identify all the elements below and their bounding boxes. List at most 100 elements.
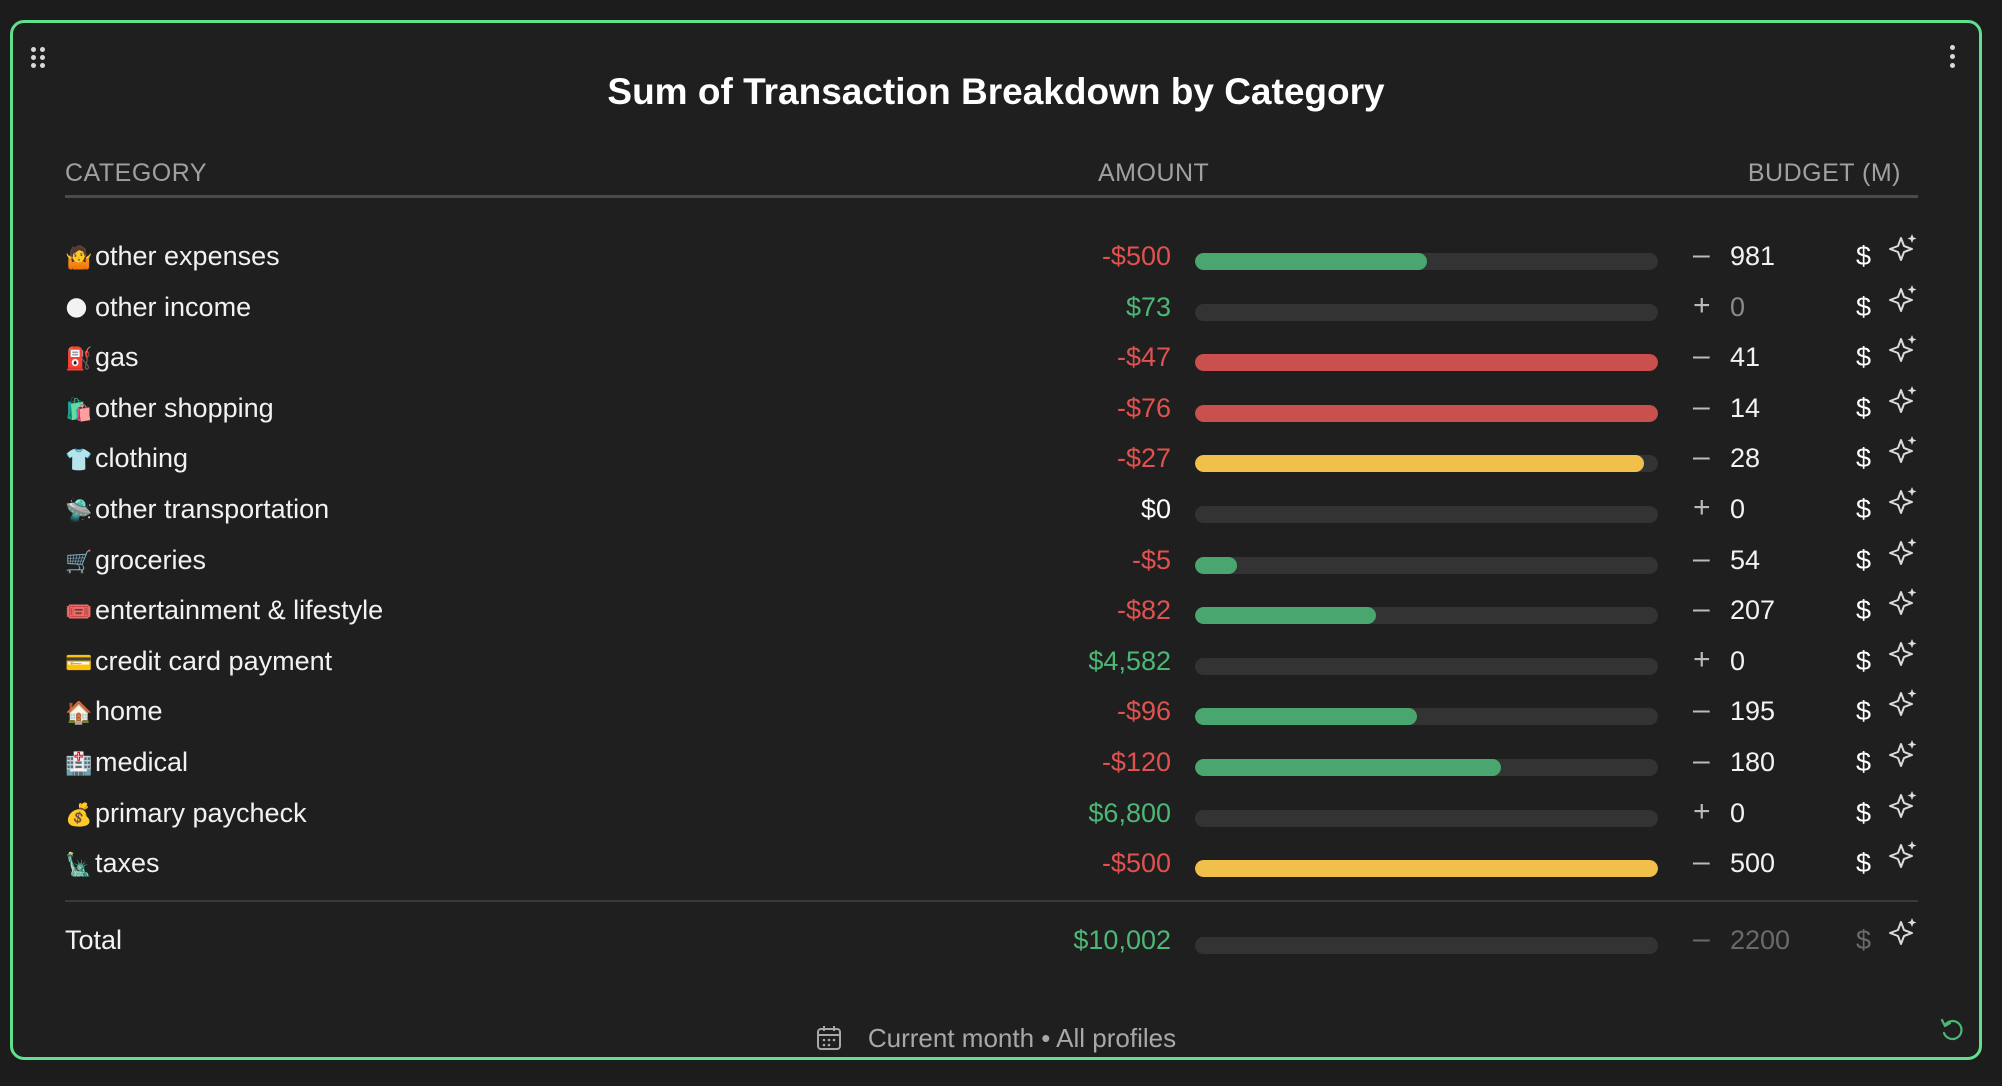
house-emoji-icon: 🏠 (65, 700, 93, 726)
table-row[interactable]: 🤷other expenses -$500 –981 $ (13, 234, 1979, 284)
budget-sign[interactable]: + (1693, 288, 1711, 322)
category-name: other shopping (95, 392, 274, 423)
category-label[interactable]: 👕clothing (65, 443, 188, 474)
budget-value[interactable]: 981 (1730, 241, 1776, 271)
category-label[interactable]: 🏠home (65, 696, 163, 727)
sparkle-icon[interactable] (1886, 536, 1920, 570)
category-label[interactable]: 🛍️other shopping (65, 393, 274, 424)
category-name: taxes (95, 848, 160, 879)
budget-value[interactable]: 180 (1730, 747, 1776, 777)
total-currency: $ (1856, 925, 1872, 955)
sparkle-icon[interactable] (1886, 687, 1920, 721)
category-label[interactable]: 🎟️entertainment & lifestyle (65, 595, 383, 626)
budget-value[interactable]: 0 (1730, 645, 1746, 676)
budget-sign[interactable]: – (1693, 541, 1710, 575)
column-header-budget[interactable]: BUDGET (M) (1747, 159, 1901, 187)
budget-value[interactable]: 0 (1730, 797, 1746, 828)
currency-symbol: $ (1856, 797, 1872, 828)
budget-sign[interactable]: – (1693, 693, 1710, 727)
sparkle-icon[interactable] (1886, 333, 1920, 367)
table-row[interactable]: 🗽taxes -$500 –500 $ (13, 841, 1979, 891)
header-divider (65, 195, 1918, 198)
progress-fill (1195, 607, 1376, 625)
currency-symbol: $ (1856, 392, 1872, 423)
budget-sign[interactable]: + (1693, 491, 1711, 524)
refresh-icon[interactable] (1939, 1017, 1965, 1043)
category-label[interactable]: 💳credit card payment (65, 646, 332, 677)
budget-value[interactable]: 0 (1730, 494, 1746, 524)
table-row[interactable]: 🌑 other income $73 +0 $ (13, 283, 1979, 335)
category-label[interactable]: 🤷other expenses (65, 241, 280, 272)
budget-value[interactable]: 28 (1730, 443, 1761, 474)
progress-fill (1195, 556, 1237, 574)
budget-sign[interactable]: – (1693, 592, 1710, 626)
budget-sign[interactable]: – (1693, 238, 1710, 271)
budget-value[interactable]: 500 (1730, 848, 1776, 879)
category-name: home (95, 696, 163, 727)
sparkle-icon[interactable] (1886, 839, 1920, 873)
currency-symbol: $ (1856, 342, 1872, 373)
sparkle-icon[interactable] (1886, 789, 1920, 823)
table-row[interactable]: 🛒groceries -$5 –54 $ (13, 536, 1979, 588)
total-progress-bar (1195, 937, 1658, 954)
table-row[interactable]: 🛸other transportation $0 +0 $ (13, 487, 1979, 537)
budget-sign[interactable]: – (1693, 389, 1710, 423)
currency-symbol: $ (1856, 645, 1872, 676)
category-label[interactable]: 🛸other transportation (65, 494, 329, 525)
category-label[interactable]: ⛽gas (65, 342, 139, 373)
category-label[interactable]: 🏥medical (65, 747, 188, 778)
amount-value: -$47 (1116, 342, 1171, 373)
total-budget: 2200 (1730, 925, 1791, 955)
amount-value: -$82 (1116, 595, 1171, 626)
sparkle-icon[interactable] (1886, 738, 1920, 772)
table-row[interactable]: 🏠home -$96 –195 $ (13, 689, 1979, 739)
budget-progress-bar (1195, 860, 1658, 878)
table-row[interactable]: 🏥medical -$120 –180 $ (13, 740, 1979, 790)
sparkle-icon[interactable] (1886, 232, 1920, 266)
budget-value[interactable]: 207 (1730, 595, 1776, 626)
table-row[interactable]: ⛽gas -$47 –41 $ (13, 335, 1979, 385)
category-label[interactable]: 🌑 other income (65, 292, 251, 323)
budget-sign[interactable]: + (1693, 642, 1711, 676)
budget-progress-bar (1195, 404, 1658, 422)
budget-value[interactable]: 41 (1730, 342, 1761, 373)
category-label[interactable]: 🗽taxes (65, 848, 160, 879)
budget-sign[interactable]: – (1693, 744, 1710, 777)
total-row: Total $10,002 – 2200 $ (13, 918, 1979, 968)
table-row[interactable]: 💳credit card payment $4,582 +0 $ (13, 637, 1979, 689)
currency-symbol: $ (1856, 848, 1872, 879)
budget-value[interactable]: 0 (1730, 291, 1746, 322)
sparkle-icon[interactable] (1886, 434, 1920, 468)
table-row[interactable]: 🛍️other shopping -$76 –14 $ (13, 384, 1979, 436)
sparkle-icon[interactable] (1886, 916, 1920, 950)
budget-sign[interactable]: – (1693, 440, 1710, 474)
budget-sign[interactable]: + (1693, 794, 1711, 828)
footer-filter-text: Current month • All profiles (867, 1023, 1177, 1053)
budget-value[interactable]: 54 (1730, 544, 1761, 575)
sparkle-icon[interactable] (1886, 384, 1920, 418)
table-row[interactable]: 💰primary paycheck $6,800 +0 $ (13, 789, 1979, 841)
sparkle-icon[interactable] (1886, 283, 1920, 317)
table-row[interactable]: 🎟️entertainment & lifestyle -$82 –207 $ (13, 588, 1979, 638)
budget-sign[interactable]: – (1693, 845, 1710, 879)
currency-symbol: $ (1856, 494, 1872, 524)
amount-value: $6,800 (1088, 797, 1171, 828)
amount-value: -$500 (1101, 848, 1171, 879)
category-label[interactable]: 💰primary paycheck (65, 798, 307, 829)
currency-symbol: $ (1856, 241, 1872, 271)
widget-footer[interactable]: Current month • All profiles (13, 1023, 1979, 1054)
more-options-icon[interactable] (1947, 43, 1957, 69)
progress-fill (1195, 404, 1658, 422)
column-header-category[interactable]: CATEGORY (65, 159, 207, 187)
amount-value: $4,582 (1088, 645, 1171, 676)
budget-value[interactable]: 14 (1730, 392, 1761, 423)
table-row[interactable]: 👕clothing -$27 –28 $ (13, 436, 1979, 486)
drag-handle-icon[interactable] (29, 45, 49, 69)
budget-value[interactable]: 195 (1730, 696, 1776, 727)
sparkle-icon[interactable] (1886, 586, 1920, 620)
budget-sign[interactable]: – (1693, 339, 1710, 373)
category-label[interactable]: 🛒groceries (65, 545, 206, 576)
sparkle-icon[interactable] (1886, 637, 1920, 671)
column-header-amount[interactable]: AMOUNT (1098, 159, 1210, 187)
sparkle-icon[interactable] (1886, 485, 1920, 519)
